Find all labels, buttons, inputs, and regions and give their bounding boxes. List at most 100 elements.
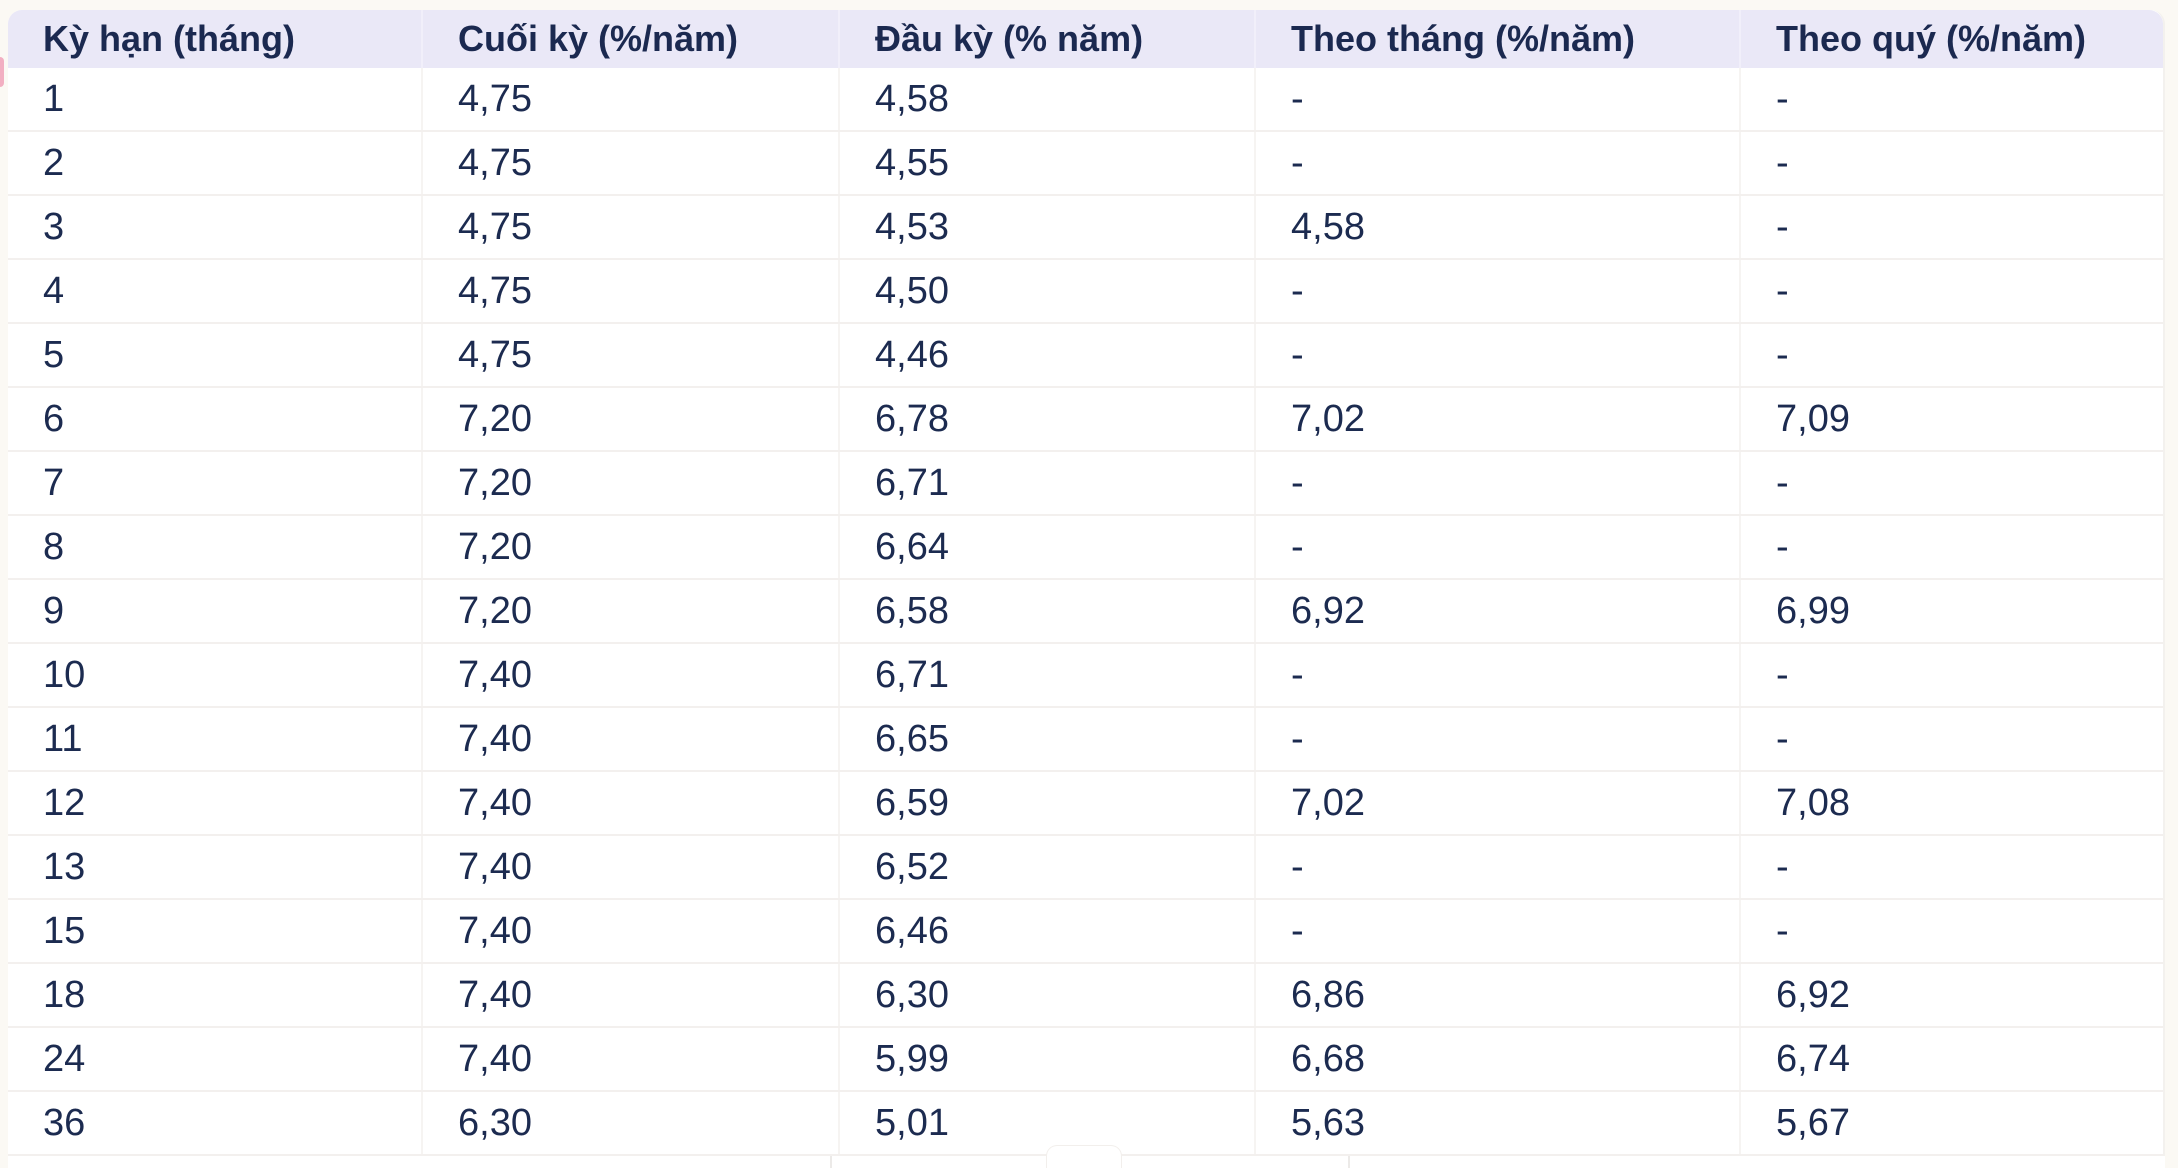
cell-term-months: 7 [43, 461, 65, 504]
cell-quarterly: - [1739, 324, 2163, 386]
cell-term-months: 11 [43, 717, 83, 760]
cell-end-of-term: 7,40 [421, 1028, 838, 1090]
cell-quarterly: - [1739, 516, 2163, 578]
cell-start-of-term: 5,01 [838, 1092, 1254, 1154]
next-section-divider [1348, 1156, 1350, 1168]
cell-end-of-term: 7,40 [421, 772, 838, 834]
cell-quarterly: - [1739, 196, 2163, 258]
cell-monthly: - [1254, 900, 1739, 962]
cell-monthly: - [1254, 452, 1739, 514]
cell-start-of-term: 6,52 [838, 836, 1254, 898]
cell-monthly: 7,02 [1254, 772, 1739, 834]
cell-monthly: 6,68 [1254, 1028, 1739, 1090]
cell-term-months: 5 [43, 333, 65, 376]
cell-term-months: 24 [43, 1037, 86, 1080]
cell-term-months: 1 [43, 77, 65, 120]
cell-quarterly: - [1739, 900, 2163, 962]
cell-monthly: - [1254, 516, 1739, 578]
cell-end-of-term: 7,40 [421, 644, 838, 706]
cell-term-months: 4 [43, 269, 65, 312]
table-row: 4 4,75 4,50- - [8, 260, 2163, 324]
cell-end-of-term: 7,40 [421, 964, 838, 1026]
cell-quarterly: - [1739, 260, 2163, 322]
cell-term-months: 9 [43, 589, 65, 632]
cell-end-of-term: 7,40 [421, 708, 838, 770]
table-row: 12 7,40 6,59 7,02 7,08 [8, 772, 2163, 836]
cell-term-months: 10 [43, 653, 86, 696]
cell-monthly: 7,02 [1254, 388, 1739, 450]
cell-quarterly: 5,67 [1739, 1092, 2163, 1154]
cell-end-of-term: 7,20 [421, 516, 838, 578]
column-header-start-of-term: Đầu kỳ (% năm) [838, 10, 1254, 68]
column-header-term-months: Kỳ hạn (tháng) [43, 18, 295, 59]
cell-quarterly: 7,08 [1739, 772, 2163, 834]
cell-term-months: 13 [43, 845, 86, 888]
cell-monthly: - [1254, 708, 1739, 770]
cell-start-of-term: 4,50 [838, 260, 1254, 322]
cell-end-of-term: 7,40 [421, 836, 838, 898]
cell-term-months: 8 [43, 525, 65, 568]
cell-quarterly: - [1739, 708, 2163, 770]
cell-end-of-term: 4,75 [421, 324, 838, 386]
cell-start-of-term: 4,55 [838, 132, 1254, 194]
cell-monthly: 6,86 [1254, 964, 1739, 1026]
cell-quarterly: - [1739, 68, 2163, 130]
cell-start-of-term: 6,30 [838, 964, 1254, 1026]
cell-term-months: 18 [43, 973, 86, 1016]
table-row: 11 7,40 6,65- - [8, 708, 2163, 772]
cell-end-of-term: 4,75 [421, 132, 838, 194]
cell-term-months: 2 [43, 141, 65, 184]
table-body: 1 4,75 4,58- -2 4,75 4,55- -3 4,75 4,53 4,58-4 4,7… [8, 68, 2163, 1156]
bottom-notch [1046, 1145, 1122, 1168]
left-edge-decoration [0, 57, 4, 87]
cell-start-of-term: 4,58 [838, 68, 1254, 130]
cell-quarterly: 7,09 [1739, 388, 2163, 450]
table-row: 1 4,75 4,58- - [8, 68, 2163, 132]
cell-monthly: - [1254, 836, 1739, 898]
cell-end-of-term: 7,20 [421, 580, 838, 642]
cell-quarterly: - [1739, 132, 2163, 194]
cell-start-of-term: 6,71 [838, 644, 1254, 706]
table-row: 13 7,40 6,52- - [8, 836, 2163, 900]
cell-end-of-term: 7,20 [421, 388, 838, 450]
table-row: 5 4,75 4,46- - [8, 324, 2163, 388]
cell-monthly: - [1254, 644, 1739, 706]
column-header-monthly: Theo tháng (%/năm) [1254, 10, 1739, 68]
cell-term-months: 15 [43, 909, 86, 952]
cell-quarterly: - [1739, 644, 2163, 706]
cell-term-months: 3 [43, 205, 65, 248]
column-header-end-of-term: Cuối kỳ (%/năm) [421, 10, 838, 68]
cell-monthly: 4,58 [1254, 196, 1739, 258]
cell-end-of-term: 4,75 [421, 260, 838, 322]
cell-start-of-term: 6,59 [838, 772, 1254, 834]
cell-end-of-term: 4,75 [421, 196, 838, 258]
cell-monthly: - [1254, 260, 1739, 322]
interest-rate-table: Kỳ hạn (tháng) Cuối kỳ (%/năm) Đầu kỳ (%… [8, 10, 2165, 1156]
cell-end-of-term: 4,75 [421, 68, 838, 130]
cell-start-of-term: 6,64 [838, 516, 1254, 578]
cell-end-of-term: 7,20 [421, 452, 838, 514]
column-header-quarterly: Theo quý (%/năm) [1739, 10, 2163, 68]
cell-quarterly: - [1739, 452, 2163, 514]
table-header-row: Kỳ hạn (tháng) Cuối kỳ (%/năm) Đầu kỳ (%… [8, 10, 2163, 68]
cell-start-of-term: 6,58 [838, 580, 1254, 642]
table-row: 2 4,75 4,55- - [8, 132, 2163, 196]
next-section-divider [830, 1156, 832, 1168]
cell-end-of-term: 7,40 [421, 900, 838, 962]
table-row: 7 7,20 6,71- - [8, 452, 2163, 516]
cell-start-of-term: 6,71 [838, 452, 1254, 514]
cell-quarterly: 6,92 [1739, 964, 2163, 1026]
cell-term-months: 36 [43, 1101, 86, 1144]
cell-term-months: 6 [43, 397, 65, 440]
cell-end-of-term: 6,30 [421, 1092, 838, 1154]
cell-quarterly: 6,99 [1739, 580, 2163, 642]
cell-start-of-term: 5,99 [838, 1028, 1254, 1090]
cell-monthly: 5,63 [1254, 1092, 1739, 1154]
cell-term-months: 12 [43, 781, 86, 824]
cell-quarterly: 6,74 [1739, 1028, 2163, 1090]
cell-monthly: - [1254, 68, 1739, 130]
cell-start-of-term: 4,53 [838, 196, 1254, 258]
table-row: 9 7,20 6,58 6,92 6,99 [8, 580, 2163, 644]
table-row: 15 7,40 6,46- - [8, 900, 2163, 964]
cell-start-of-term: 6,78 [838, 388, 1254, 450]
